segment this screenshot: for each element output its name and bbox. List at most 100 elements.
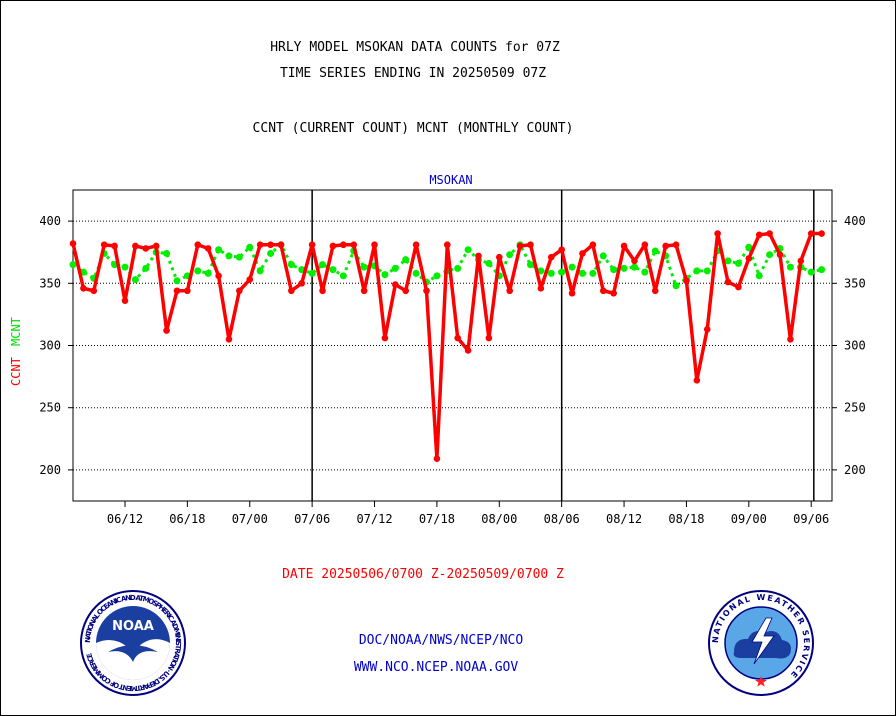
data-point-ccnt [392, 281, 399, 288]
y-tick-label-right: 250 [844, 401, 866, 415]
y-axis-label-mcnt: MCNT [9, 317, 23, 346]
data-point-ccnt [818, 230, 825, 237]
data-point-ccnt [672, 241, 680, 249]
data-point-ccnt [506, 287, 513, 295]
data-point-mcnt [807, 268, 815, 276]
data-point-ccnt [807, 230, 815, 237]
x-tick-label: 08/18 [668, 512, 704, 526]
data-point-mcnt [121, 263, 129, 271]
data-point-mcnt [703, 267, 711, 275]
data-point-ccnt [80, 284, 87, 292]
x-tick-label: 07/00 [232, 512, 268, 526]
data-point-ccnt [787, 335, 794, 343]
data-point-ccnt [69, 240, 77, 247]
y-tick-label-right: 200 [844, 463, 866, 477]
y-tick-label-left: 400 [39, 214, 61, 228]
data-point-ccnt [288, 287, 295, 295]
data-point-mcnt [402, 256, 410, 264]
data-point-ccnt [703, 326, 711, 333]
data-point-ccnt [745, 255, 753, 262]
data-point-ccnt [568, 289, 576, 297]
data-point-ccnt [319, 287, 326, 295]
data-point-ccnt [547, 253, 555, 261]
data-point-ccnt [776, 251, 784, 258]
data-point-ccnt [735, 283, 742, 291]
chart-title-line1: HRLY MODEL MSOKAN DATA COUNTS for 07Z [270, 40, 560, 55]
data-point-ccnt [412, 241, 420, 249]
y-tick-label-right: 350 [844, 276, 866, 290]
data-point-ccnt [620, 242, 628, 250]
data-point-mcnt [267, 249, 275, 257]
data-point-mcnt [308, 269, 316, 277]
data-point-ccnt [599, 287, 607, 295]
data-point-ccnt [381, 334, 389, 342]
data-point-ccnt [340, 241, 347, 249]
data-point-mcnt [412, 269, 420, 277]
data-point-ccnt [90, 287, 98, 295]
data-point-mcnt [568, 263, 576, 271]
data-point-mcnt [755, 272, 763, 280]
data-point-mcnt [786, 263, 794, 271]
data-point-ccnt [298, 280, 306, 287]
data-point-mcnt [287, 261, 295, 269]
data-point-mcnt [204, 269, 212, 277]
data-point-mcnt [464, 246, 472, 254]
link-doc-noaa[interactable]: DOC/NOAA/NWS/NCEP/NCO [359, 633, 524, 648]
data-point-ccnt [132, 242, 139, 250]
data-point-ccnt [152, 242, 160, 250]
data-point-mcnt [766, 251, 774, 259]
data-point-mcnt [235, 253, 243, 261]
data-point-ccnt [194, 241, 202, 249]
y-tick-label-left: 200 [39, 463, 61, 477]
data-point-ccnt [724, 278, 732, 286]
x-tick-label: 09/06 [793, 512, 829, 526]
data-point-mcnt [142, 264, 150, 272]
data-point-ccnt [423, 287, 430, 295]
data-point-mcnt [329, 266, 337, 274]
data-point-ccnt [267, 241, 274, 249]
y-axis-label-ccnt: CCNT [9, 357, 23, 386]
data-point-ccnt [766, 230, 773, 237]
data-point-mcnt [339, 272, 347, 280]
data-point-ccnt [589, 241, 597, 249]
data-point-ccnt [360, 287, 368, 295]
x-tick-label: 09/00 [731, 512, 767, 526]
x-tick-label: 07/18 [419, 512, 455, 526]
data-point-ccnt [683, 277, 690, 285]
data-point-ccnt [329, 242, 337, 250]
y-tick-label-left: 350 [39, 276, 61, 290]
data-point-ccnt [579, 250, 586, 257]
data-point-mcnt [225, 252, 233, 260]
data-point-ccnt [714, 230, 721, 237]
data-point-ccnt [225, 335, 233, 343]
data-point-ccnt [371, 241, 378, 249]
y-axis: 200 200 250 250 300 300 350 350 400 400 [39, 214, 865, 477]
data-point-ccnt [610, 289, 617, 297]
data-point-ccnt [163, 327, 170, 334]
data-point-mcnt [672, 282, 680, 290]
data-point-mcnt [194, 267, 202, 275]
data-point-ccnt [444, 241, 451, 249]
data-point-ccnt [631, 257, 638, 265]
data-point-ccnt [121, 297, 129, 305]
y-tick-label-right: 300 [844, 339, 866, 353]
data-point-ccnt [100, 241, 108, 249]
chart-title-line2: TIME SERIES ENDING IN 20250509 07Z [280, 66, 546, 81]
x-axis: 06/12 06/18 07/00 07/06 07/12 07/18 08/00 08/06… [107, 501, 829, 526]
data-point-mcnt [360, 263, 368, 271]
data-point-mcnt [391, 264, 399, 272]
grid-layer [73, 220, 832, 471]
x-tick-label: 06/12 [107, 512, 143, 526]
data-point-mcnt [537, 267, 545, 275]
data-point-mcnt [620, 264, 628, 272]
data-point-ccnt [142, 245, 150, 252]
data-point-ccnt [256, 241, 264, 249]
data-point-ccnt [402, 287, 410, 295]
link-nco-website[interactable]: WWW.NCO.NCEP.NOAA.GOV [354, 660, 519, 675]
data-point-ccnt [693, 377, 701, 384]
data-point-mcnt [599, 252, 607, 260]
data-point-mcnt [610, 266, 618, 274]
x-tick-label: 07/12 [356, 512, 392, 526]
